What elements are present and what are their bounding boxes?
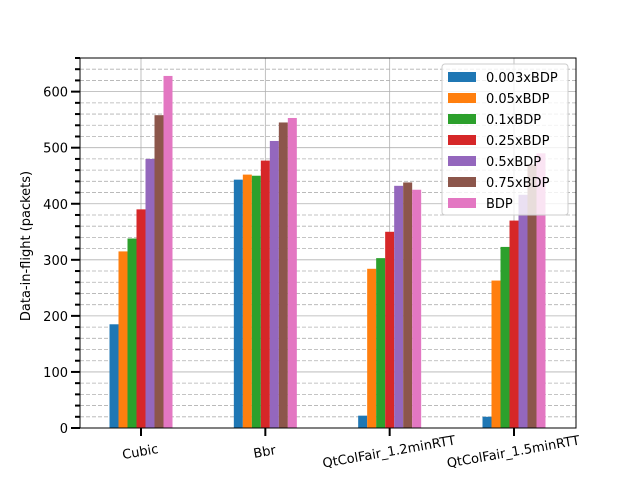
y-tick-label: 100 [43,366,68,381]
y-tick-label: 300 [43,254,68,269]
y-tick-label: 400 [43,198,68,213]
legend-entry-label: 0.5xBDP [486,155,541,170]
legend-entry-label: 0.05xBDP [486,92,550,107]
y-axis-label: Data-in-flight (packets) [19,171,34,321]
legend-swatch [448,135,476,145]
legend-entry-label: 0.25xBDP [486,134,550,149]
bar [500,246,510,428]
legend-swatch [448,114,476,124]
x-tick-label: Cubic [121,442,159,463]
bar [127,238,137,428]
x-tick-label: Bbr [252,443,277,462]
legend-entry-label: BDP [486,197,513,212]
bar [154,115,164,428]
legend-swatch [448,177,476,187]
legend-swatch [448,156,476,166]
y-tick-label: 200 [43,310,68,325]
bar [509,220,519,428]
bar [376,258,386,428]
bar [233,179,243,428]
bar [287,117,297,428]
bar [518,194,528,428]
bar [527,164,537,429]
bar [163,75,173,428]
x-tick-label: QtColFair_1.2minRTT [321,433,456,471]
y-tick-label: 500 [43,142,68,157]
bar [403,182,413,428]
bar [109,324,119,428]
legend-swatch [448,93,476,103]
y-tick-label: 600 [43,86,68,101]
bar [358,415,368,428]
legend: 0.003xBDP 0.05xBDP 0.1xBDP 0.25xBDP 0.5xBDP 0… [441,63,569,216]
plot-frame [79,57,577,429]
legend-swatch [448,72,476,82]
bar [145,158,155,428]
legend-entry-label: 0.1xBDP [486,113,541,128]
bar [269,140,279,428]
bar [385,231,395,428]
bars-layer [109,75,546,429]
bar [278,122,288,428]
legend-swatch [448,198,476,208]
bar [412,189,422,428]
legend-entry-label: 0.003xBDP [486,71,558,86]
bar [242,174,252,428]
y-tick-label: 0 [60,422,68,437]
bar [394,185,404,428]
bar [118,251,128,428]
bar [136,209,146,428]
bar [260,160,270,428]
bar [251,175,261,428]
bar [491,280,501,428]
bar [482,416,492,428]
legend-entry-label: 0.75xBDP [486,176,550,191]
x-tick-label: QtColFair_1.5minRTT [446,433,581,471]
bar [536,153,546,428]
bar [367,268,377,428]
